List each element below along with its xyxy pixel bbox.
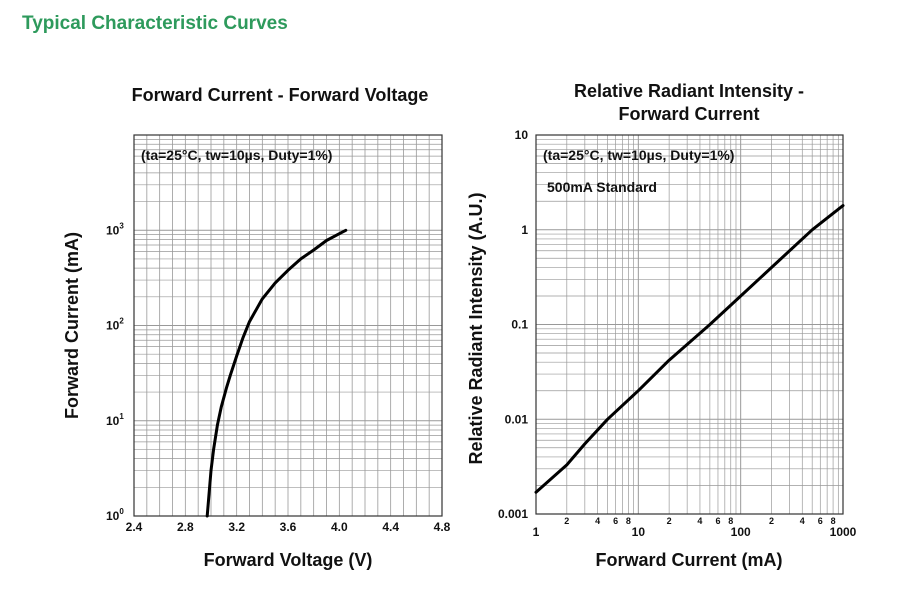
x-tick-label: 10 <box>632 525 646 539</box>
y-axis-label: Forward Current (mA) <box>62 232 82 419</box>
curve-series <box>534 204 845 494</box>
y-tick-label: 103 <box>106 221 124 237</box>
x-axis-label: Forward Voltage (V) <box>204 550 373 570</box>
x-minor-tick-label: 6 <box>715 516 720 526</box>
x-axis-label: Forward Current (mA) <box>595 550 782 570</box>
y-tick-label: 1 <box>521 223 528 237</box>
y-tick-label: 0.01 <box>505 412 529 426</box>
chart-title: Forward Current - Forward Voltage <box>132 85 429 105</box>
x-tick-label: 100 <box>731 525 751 539</box>
x-tick-label: 4.0 <box>331 520 348 534</box>
page-heading: Typical Characteristic Curves <box>22 13 288 34</box>
x-tick-label: 2.4 <box>126 520 143 534</box>
chart-title-line1: Relative Radiant Intensity - <box>574 81 804 101</box>
x-minor-tick-label: 4 <box>697 516 702 526</box>
x-tick-label: 3.6 <box>280 520 297 534</box>
x-minor-tick-label: 8 <box>831 516 836 526</box>
standard-annotation: 500mA Standard <box>547 179 657 195</box>
y-tick-label: 0.1 <box>511 318 528 332</box>
x-minor-tick-label: 4 <box>595 516 600 526</box>
y-tick-label: 10 <box>515 128 529 142</box>
x-minor-tick-label: 8 <box>728 516 733 526</box>
x-tick-label: 1000 <box>830 525 857 539</box>
x-minor-tick-label: 6 <box>613 516 618 526</box>
curve-series <box>205 228 348 518</box>
y-tick-label: 102 <box>106 317 124 333</box>
x-minor-tick-label: 2 <box>769 516 774 526</box>
x-minor-tick-label: 4 <box>800 516 805 526</box>
x-minor-tick-label: 2 <box>667 516 672 526</box>
plot-frame <box>535 134 844 515</box>
y-tick-label: 100 <box>106 507 124 523</box>
x-tick-label: 3.2 <box>228 520 245 534</box>
x-tick-label: 4.4 <box>382 520 399 534</box>
condition-annotation: (ta=25°C, tw=10µs, Duty=1%) <box>543 147 734 163</box>
chart-title-line2: Forward Current <box>618 104 759 124</box>
x-minor-tick-label: 2 <box>564 516 569 526</box>
x-tick-label: 4.8 <box>434 520 451 534</box>
x-tick-label: 1 <box>533 525 540 539</box>
y-axis-label: Relative Radiant Intensity (A.U.) <box>466 192 486 464</box>
plot-frame <box>133 134 443 517</box>
y-tick-label: 0.001 <box>498 507 528 521</box>
chart-forward-current-voltage: Forward Current - Forward Voltage 2.4 2.8 3… <box>62 85 451 570</box>
chart-radiant-intensity-current: Relative Radiant Intensity - Forward Curr… <box>466 81 857 570</box>
condition-annotation: (ta=25°C, tw=10µs, Duty=1%) <box>141 147 332 163</box>
x-minor-tick-label: 8 <box>626 516 631 526</box>
y-tick-label: 101 <box>106 412 124 428</box>
x-tick-label: 2.8 <box>177 520 194 534</box>
x-minor-tick-label: 6 <box>818 516 823 526</box>
